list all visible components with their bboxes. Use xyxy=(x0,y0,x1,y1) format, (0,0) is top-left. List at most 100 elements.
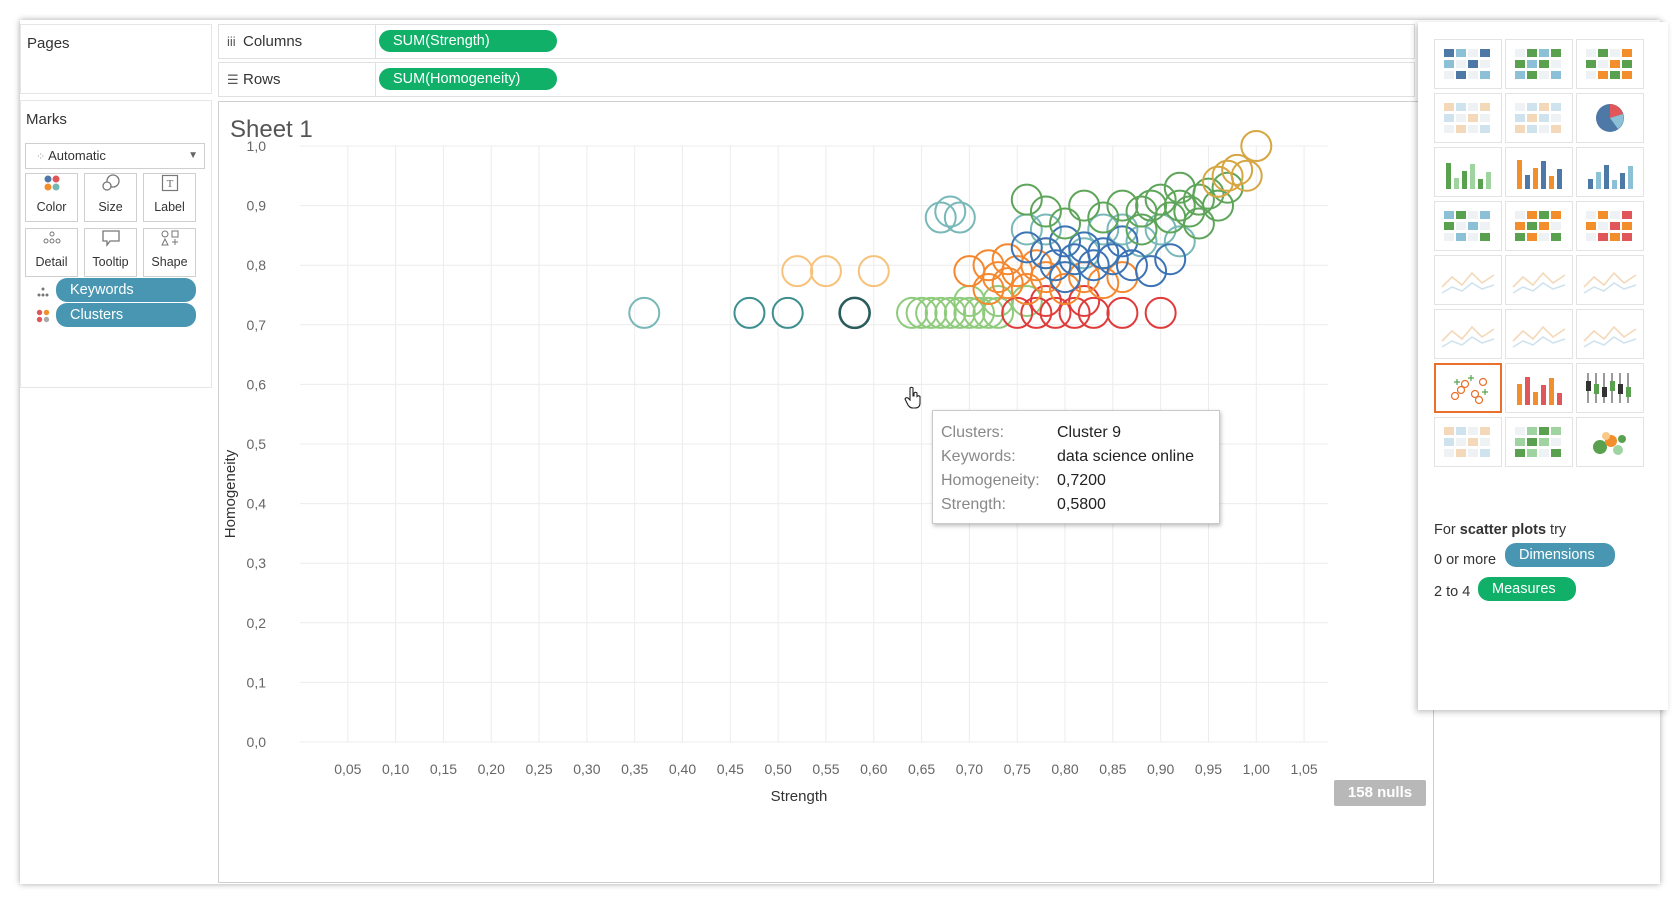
detail-icon xyxy=(26,229,77,255)
area-continuous-icon[interactable] xyxy=(1434,309,1502,359)
symbol-map-icon[interactable] xyxy=(1434,93,1502,143)
data-point xyxy=(1001,296,1034,329)
data-point xyxy=(1115,249,1148,282)
tooltip-button[interactable]: Tooltip xyxy=(84,228,137,277)
data-point xyxy=(1010,273,1043,306)
data-point xyxy=(1106,213,1139,246)
data-point xyxy=(1240,130,1273,162)
circle-views-icon[interactable] xyxy=(1505,201,1573,251)
y-tick-label: 0,6 xyxy=(247,376,267,392)
clusters-pill[interactable]: Clusters xyxy=(56,303,196,327)
treemap-icon[interactable] xyxy=(1434,201,1502,251)
mark-type-dropdown[interactable]: ⁘ Automatic ▼ xyxy=(25,143,205,169)
data-point xyxy=(972,296,1005,329)
chevron-down-icon: ▼ xyxy=(188,150,198,161)
nulls-badge[interactable]: 158 nulls xyxy=(1334,780,1426,806)
columns-shelf[interactable]: iii Columns SUM(Strength) xyxy=(218,24,1415,59)
data-point xyxy=(1211,159,1244,192)
dimensions-prefix: 0 or more xyxy=(1434,552,1497,568)
box-whisker-icon[interactable] xyxy=(1576,363,1644,413)
y-tick-label: 0,0 xyxy=(247,734,267,750)
x-tick-label: 0,35 xyxy=(621,761,648,777)
gantt-chart-icon[interactable] xyxy=(1434,417,1502,467)
mark-type-icon: ⁘ xyxy=(36,151,46,163)
pages-card: Pages xyxy=(20,24,212,94)
data-point xyxy=(1221,153,1254,186)
x-tick-label: 0,85 xyxy=(1099,761,1126,777)
data-point xyxy=(1068,284,1101,317)
keywords-pill[interactable]: Keywords xyxy=(56,278,196,302)
marks-title: Marks xyxy=(26,111,67,128)
data-point xyxy=(1029,284,1062,317)
dual-combination-icon[interactable] xyxy=(1576,309,1644,359)
y-tick-label: 0,8 xyxy=(247,257,267,273)
label-icon: T xyxy=(144,174,195,200)
y-tick-label: 0,9 xyxy=(247,198,267,214)
label-button[interactable]: T Label xyxy=(143,173,196,222)
x-tick-label: 0,15 xyxy=(430,761,457,777)
data-point xyxy=(1202,189,1235,222)
detail-field-icon xyxy=(36,285,50,303)
data-point xyxy=(1029,195,1062,228)
data-point xyxy=(809,255,842,288)
y-tick-label: 1,0 xyxy=(247,138,267,154)
x-tick-label: 0,20 xyxy=(478,761,505,777)
packed-bubbles-icon[interactable] xyxy=(1576,417,1644,467)
highlight-table-icon[interactable] xyxy=(1576,39,1644,89)
horizontal-bars-icon[interactable] xyxy=(1434,147,1502,197)
mark-type-label: Automatic xyxy=(48,148,106,163)
highlighted-point xyxy=(838,296,871,330)
size-button[interactable]: Size xyxy=(84,173,137,222)
x-tick-label: 0,55 xyxy=(812,761,839,777)
filled-map-icon[interactable] xyxy=(1505,93,1573,143)
dual-lines-icon[interactable] xyxy=(1576,255,1644,305)
data-point xyxy=(1125,213,1158,246)
measures-pill: Measures xyxy=(1478,577,1576,601)
show-me-hint: For scatter plots try xyxy=(1434,522,1567,538)
data-point xyxy=(1106,296,1139,329)
scatter-plot-icon[interactable] xyxy=(1434,363,1502,413)
lines-discrete-icon[interactable] xyxy=(1505,255,1573,305)
side-by-side-bars-icon[interactable] xyxy=(1576,147,1644,197)
rows-pill[interactable]: SUM(Homogeneity) xyxy=(379,68,557,90)
columns-pill[interactable]: SUM(Strength) xyxy=(379,30,557,52)
data-point xyxy=(1029,261,1062,294)
marks-card: Marks ⁘ Automatic ▼ Color Size T Label D… xyxy=(20,100,212,388)
data-point xyxy=(982,296,1015,329)
data-point xyxy=(934,296,967,329)
data-point xyxy=(733,296,766,329)
y-axis-title: Homogeneity xyxy=(222,449,239,538)
data-point xyxy=(1135,255,1168,288)
data-point xyxy=(1039,249,1072,282)
rows-shelf[interactable]: ☰ Rows SUM(Homogeneity) xyxy=(218,62,1415,97)
x-tick-label: 0,30 xyxy=(573,761,600,777)
bullet-graph-icon[interactable] xyxy=(1505,417,1573,467)
text-table-icon[interactable] xyxy=(1434,39,1502,89)
x-axis-title: Strength xyxy=(771,788,828,805)
color-button[interactable]: Color xyxy=(25,173,78,222)
pie-chart-icon[interactable] xyxy=(1576,93,1644,143)
area-discrete-icon[interactable] xyxy=(1505,309,1573,359)
data-point xyxy=(1020,296,1053,329)
dimensions-pill: Dimensions xyxy=(1505,543,1615,567)
data-point xyxy=(962,296,995,329)
heat-map-icon[interactable] xyxy=(1505,39,1573,89)
x-tick-label: 0,10 xyxy=(382,761,409,777)
shape-button[interactable]: Shape xyxy=(143,228,196,277)
data-point xyxy=(857,255,890,288)
data-point xyxy=(1106,225,1139,258)
lines-continuous-icon[interactable] xyxy=(1434,255,1502,305)
size-icon xyxy=(85,174,136,200)
stacked-bars-icon[interactable] xyxy=(1505,147,1573,197)
detail-button[interactable]: Detail xyxy=(25,228,78,277)
data-point xyxy=(1135,189,1168,222)
histogram-icon[interactable] xyxy=(1505,363,1573,413)
rows-icon: ☰ xyxy=(227,72,239,87)
tooltip-label: Tooltip xyxy=(92,255,129,269)
data-point xyxy=(1182,207,1215,240)
hand-cursor-icon xyxy=(904,386,921,409)
side-by-side-circles-icon[interactable] xyxy=(1576,201,1644,251)
data-point xyxy=(943,296,976,329)
data-point xyxy=(1029,213,1062,246)
color-label: Color xyxy=(36,200,67,214)
